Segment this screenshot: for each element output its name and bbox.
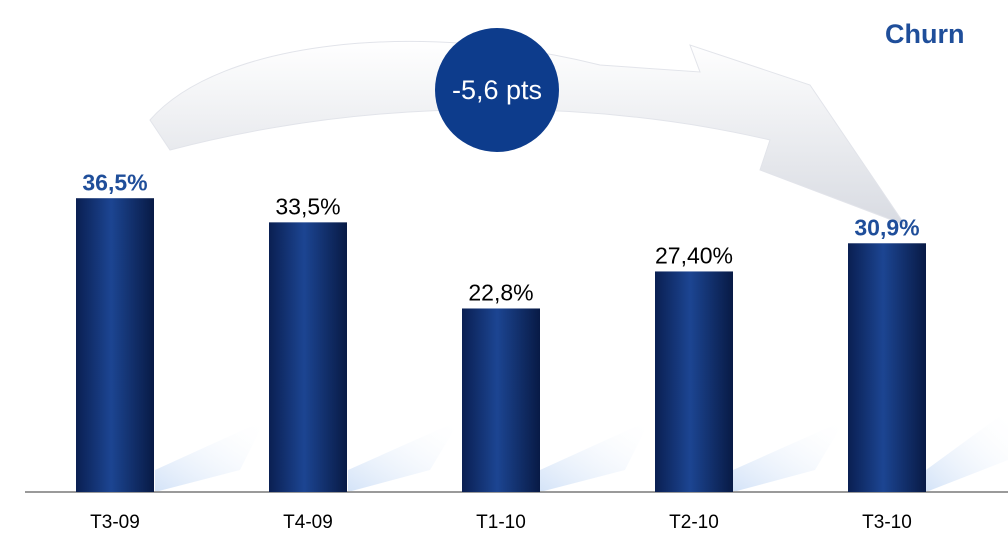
- bar: [848, 243, 926, 492]
- value-label: 22,8%: [468, 280, 533, 306]
- x-tick-label: T3-10: [862, 512, 912, 533]
- value-label: 33,5%: [275, 193, 340, 219]
- x-tick-label: T3-09: [90, 512, 140, 533]
- annotation: -5,6 pts: [452, 75, 542, 105]
- x-tick-label: T4-09: [283, 512, 333, 533]
- annotation-badge: [435, 28, 559, 152]
- value-label: 36,5%: [82, 169, 147, 195]
- bar: [462, 308, 540, 492]
- value-label: 30,9%: [854, 214, 919, 240]
- bar: [269, 222, 347, 492]
- value-label: 27,40%: [655, 243, 733, 269]
- decor-arrow: [149, 40, 907, 227]
- x-tick-label: T2-10: [669, 512, 719, 533]
- x-tick-label: T1-10: [476, 512, 526, 533]
- bar: [655, 271, 733, 492]
- bar: [76, 198, 154, 492]
- chart-title: Churn: [885, 19, 964, 49]
- decor-shadows: [155, 410, 1008, 492]
